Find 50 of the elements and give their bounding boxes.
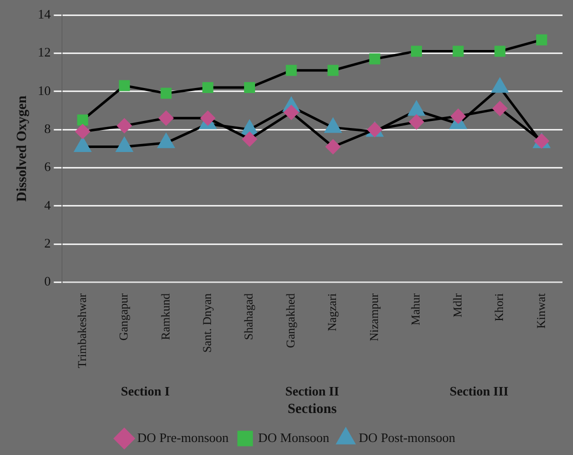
y-tick-label: 2 xyxy=(44,236,51,251)
point xyxy=(328,64,339,76)
x-tick-label: Nizampur xyxy=(366,293,381,342)
x-tick-label: Mahur xyxy=(408,293,423,326)
y-axis-title: Dissolved Oxygen xyxy=(15,95,30,202)
point xyxy=(77,114,88,126)
point xyxy=(369,53,380,64)
x-tick-label: Kinwat xyxy=(534,292,548,329)
text: Section III xyxy=(450,383,508,398)
point xyxy=(326,140,340,154)
point xyxy=(494,46,506,57)
x-tick-label: Sant. Dnyan xyxy=(200,293,214,353)
point xyxy=(160,88,172,99)
point xyxy=(242,132,257,146)
text: Section II xyxy=(285,383,340,398)
legend-label: DO Monsoon xyxy=(258,430,330,445)
point xyxy=(75,124,90,139)
x-tick-label: Nagzari xyxy=(325,292,340,332)
x-tick-label: Shahagad xyxy=(242,293,256,340)
point xyxy=(286,64,297,76)
point xyxy=(118,80,130,92)
x-tick-label: Trimbakeshwar xyxy=(74,293,89,368)
point xyxy=(492,101,508,116)
x-tick-label: Mdlr xyxy=(450,293,464,318)
point xyxy=(202,82,214,94)
point xyxy=(200,110,216,126)
point xyxy=(244,82,256,94)
y-tick-label: 4 xyxy=(44,197,52,212)
y-tick-label: 0 xyxy=(44,274,51,289)
point xyxy=(409,114,424,130)
legend-label: DO Post-monsoon xyxy=(358,430,456,445)
legend-label: DO Pre-monsoon xyxy=(137,430,230,445)
point xyxy=(158,110,174,126)
y-tick-label: 14 xyxy=(38,6,52,22)
x-tick-label: Gangapur xyxy=(116,293,131,341)
y-tick-label: 8 xyxy=(44,120,51,136)
x-axis-title: Sections xyxy=(288,402,338,418)
x-tick-label: Gangakhed xyxy=(283,293,298,348)
text: Section I xyxy=(120,383,170,398)
y-tick-label: 10 xyxy=(38,82,51,98)
point xyxy=(284,105,299,120)
point xyxy=(536,34,548,46)
y-tick-label: 6 xyxy=(44,159,52,174)
point xyxy=(410,46,422,57)
x-tick-label: Ramkund xyxy=(158,293,172,340)
x-tick-label: Khori xyxy=(492,292,506,322)
y-tick-label: 12 xyxy=(38,44,51,60)
point xyxy=(117,118,132,133)
point xyxy=(452,46,464,57)
point xyxy=(450,108,466,124)
